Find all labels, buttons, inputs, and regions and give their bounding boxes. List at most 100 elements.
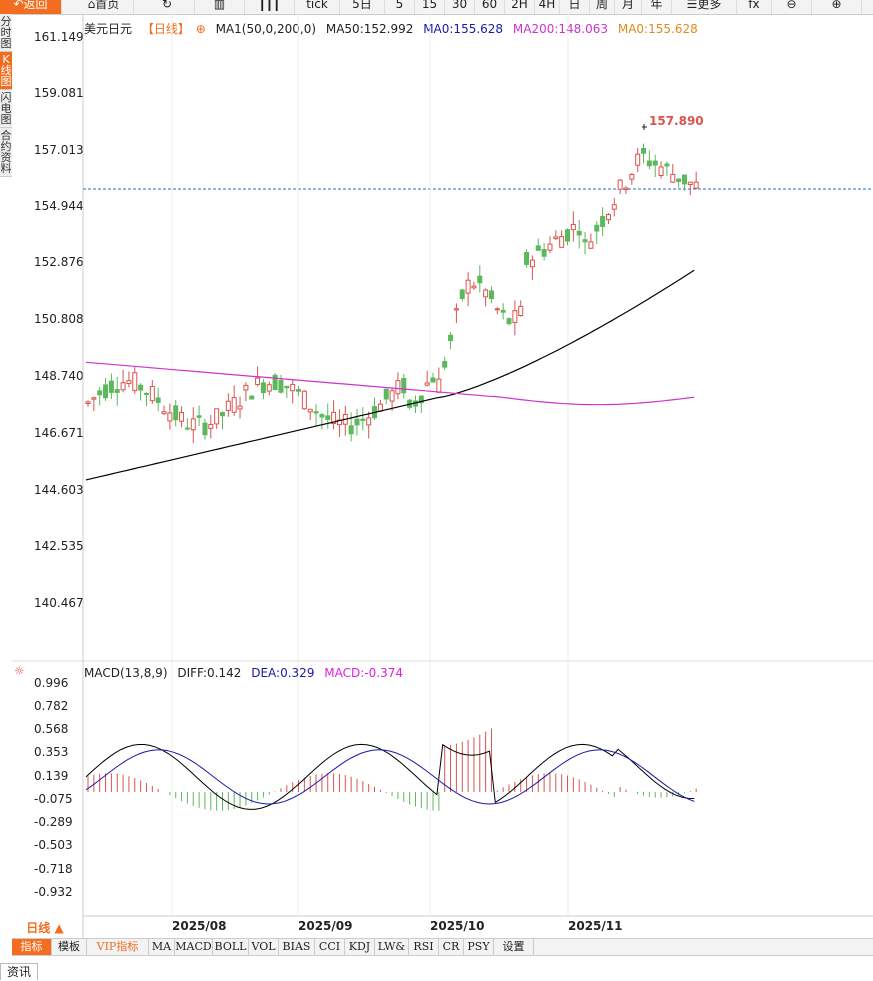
candle-body	[284, 385, 290, 389]
candle-body	[453, 308, 459, 311]
zoom-in-button[interactable]: ⊕	[812, 0, 862, 14]
period-button-7[interactable]: 日	[560, 0, 590, 14]
candle-body	[600, 215, 606, 227]
macd-gear-icon[interactable]: ☼	[14, 664, 25, 678]
indicator-tab-12[interactable]: CR	[439, 939, 464, 955]
period-button-6[interactable]: 4H	[535, 0, 560, 14]
candle-body	[126, 380, 132, 385]
more-button[interactable]: ☰更多	[672, 0, 737, 14]
macd-name: MACD(13,8,9)	[84, 666, 168, 680]
macd-axis-label: -0.932	[34, 885, 73, 899]
candle-body	[196, 415, 202, 418]
indicator-tab-7[interactable]: BIAS	[279, 939, 315, 955]
candle-body	[155, 397, 161, 403]
period-label: 【日线】	[141, 22, 190, 36]
indicator-tab-5[interactable]: BOLL	[213, 939, 249, 955]
candle-body	[190, 418, 196, 431]
candle-body	[389, 390, 395, 402]
period-button-1[interactable]: 5	[385, 0, 415, 14]
candle-body	[91, 397, 97, 400]
macd-legend: MACD(13,8,9) DIFF:0.142 DEA:0.329 MACD:-…	[84, 666, 409, 680]
candle-body	[366, 417, 372, 426]
side-tab-contract[interactable]: 合约资料	[0, 128, 12, 177]
candle-body	[448, 334, 454, 342]
formula-button[interactable]: fx	[737, 0, 772, 14]
candle-body	[120, 382, 126, 391]
candle-body	[512, 310, 518, 324]
price-axis-label: 159.081	[34, 86, 84, 100]
side-tab-flash[interactable]: 闪电图	[0, 90, 12, 128]
refresh-button[interactable]: ↻	[140, 0, 195, 14]
chart-type-button[interactable]: ▥	[195, 0, 245, 14]
macd-axis-label: -0.289	[34, 815, 73, 829]
indicator-tab-9[interactable]: KDJ	[345, 939, 375, 955]
macd-axis-label: -0.075	[34, 792, 73, 806]
indicator-tab-11[interactable]: RSI	[409, 939, 439, 955]
candle-body	[418, 395, 424, 404]
zoom-out-icon: ⊖	[786, 0, 797, 11]
indicator-tab-0[interactable]: 指标	[12, 939, 52, 955]
indicator-tab-13[interactable]: PSY	[464, 939, 494, 955]
symbol-label: 美元日元	[84, 22, 133, 36]
candlestick-icon: ┃┃┃	[258, 0, 281, 11]
side-tabs: 分时图 K线图 闪电图 合约资料	[0, 14, 12, 177]
price-axis-label: 152.876	[34, 255, 84, 269]
candle-body	[202, 422, 208, 436]
candle-body	[97, 390, 103, 396]
candle-body	[407, 399, 413, 408]
candle-body	[208, 423, 214, 429]
indicator-tab-8[interactable]: CCI	[315, 939, 345, 955]
candle-body	[114, 389, 120, 393]
period-button-0[interactable]: 5日	[340, 0, 385, 14]
period-button-10[interactable]: 年	[642, 0, 672, 14]
candle-body	[342, 413, 348, 425]
indicator-tab-2[interactable]: VIP指标	[87, 939, 149, 955]
candle-body	[336, 419, 342, 426]
side-tab-timeshare[interactable]: 分时图	[0, 14, 12, 52]
back-button[interactable]: ↶返回	[0, 0, 62, 14]
home-button[interactable]: ⌂首页	[74, 0, 134, 14]
indicator-tab-3[interactable]: MA	[149, 939, 175, 955]
indicator-tab-6[interactable]: VOL	[249, 939, 279, 955]
candle-body	[260, 382, 266, 394]
price-axis-label: 142.535	[34, 539, 84, 553]
candle-body	[535, 245, 541, 251]
info-tab[interactable]: 资讯	[0, 963, 38, 980]
candle-body	[559, 236, 565, 248]
macd-axis-label: -0.718	[34, 862, 73, 876]
period-button-8[interactable]: 周	[590, 0, 615, 14]
macd-dea: DEA:0.329	[251, 666, 315, 680]
settings-icon[interactable]: ⊕	[195, 22, 206, 36]
indicator-tab-10[interactable]: LW&	[375, 939, 409, 955]
period-button-9[interactable]: 月	[615, 0, 642, 14]
side-tab-kline[interactable]: K线图	[0, 52, 12, 90]
candle-body	[173, 405, 179, 421]
candle-body	[249, 395, 255, 400]
candle-type-button[interactable]: ┃┃┃	[245, 0, 295, 14]
period-button-2[interactable]: 15	[415, 0, 445, 14]
candle-body	[436, 378, 442, 393]
period-button-5[interactable]: 2H	[505, 0, 535, 14]
indicator-tab-1[interactable]: 模板	[52, 939, 87, 955]
macd-diff: DIFF:0.142	[177, 666, 242, 680]
zoom-out-button[interactable]: ⊖	[772, 0, 812, 14]
candle-body	[664, 163, 670, 167]
ma0-value-b: MA0:155.628	[617, 22, 698, 36]
candle-body	[570, 223, 576, 231]
candle-body	[296, 389, 302, 392]
candle-body	[483, 289, 489, 298]
indicator-tab-14[interactable]: 设置	[494, 939, 534, 955]
candle-body	[605, 214, 611, 221]
indicator-tab-4[interactable]: MACD	[175, 939, 213, 955]
candle-body	[652, 160, 658, 166]
period-selector[interactable]: 日线 ▲	[26, 921, 64, 935]
period-button-4[interactable]: 60	[475, 0, 505, 14]
candle-body	[623, 187, 629, 190]
candle-body	[641, 147, 647, 154]
candle-body	[524, 252, 530, 265]
ma50-value: MA50:152.992	[325, 22, 414, 36]
period-button-3[interactable]: 30	[445, 0, 475, 14]
candle-body	[290, 383, 296, 392]
tick-button[interactable]: tick	[295, 0, 340, 14]
